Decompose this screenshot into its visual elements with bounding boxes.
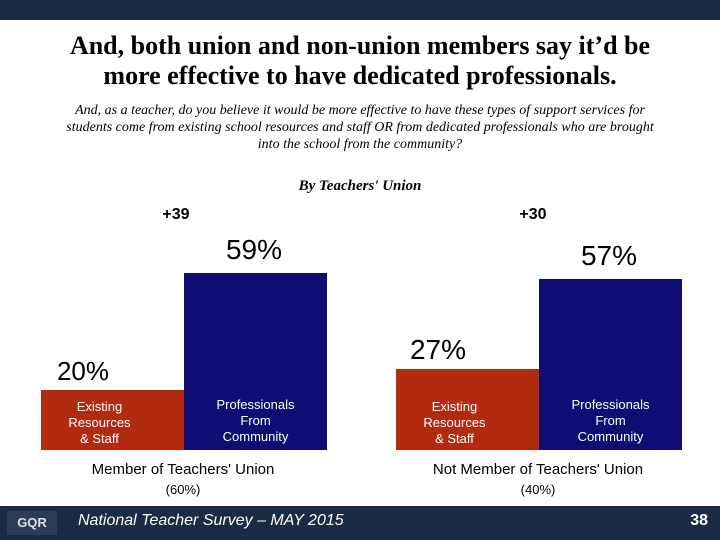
- group-label-2: Not Member of Teachers' Union: [433, 461, 643, 478]
- slide-title: And, both union and non-union members sa…: [0, 31, 720, 91]
- footer-title: National Teacher Survey – MAY 2015: [78, 512, 344, 529]
- bar-text-2-1-2: Resources: [423, 415, 486, 430]
- slide-title-line-1: And, both union and non-union members sa…: [69, 31, 651, 60]
- bar-text-1-2-2: From: [240, 413, 270, 428]
- bar-text-2-2-2: From: [595, 413, 625, 428]
- bar-1-1: [41, 390, 184, 450]
- value-label-2-1: 27%: [410, 334, 466, 365]
- group-share-2: (40%): [521, 482, 556, 497]
- bar-text-2-2-1: Professionals: [571, 397, 650, 412]
- difference-label-1: +39: [162, 206, 189, 223]
- value-label-1-2: 59%: [226, 234, 282, 265]
- difference-label-2: +30: [519, 206, 546, 223]
- value-label-2-2: 57%: [581, 240, 637, 271]
- slide-title-line-2: more effective to have dedicated profess…: [103, 61, 617, 90]
- bar-text-1-1-1: Existing: [77, 399, 123, 414]
- logo-text: GQR: [17, 515, 47, 530]
- survey-question: And, as a teacher, do you believe it wou…: [66, 103, 654, 152]
- company-logo: GQR: [7, 511, 57, 535]
- bar-text-1-1-3: & Staff: [80, 431, 119, 446]
- bar-chart: By Teachers' Union 20%ExistingResources&…: [41, 178, 682, 497]
- bar-text-1-2-3: Community: [223, 429, 289, 444]
- bar-2-2: [539, 279, 682, 450]
- top-banner: [0, 0, 720, 20]
- value-label-1-1: 20%: [57, 356, 109, 386]
- page-number: 38: [690, 512, 708, 529]
- group-share-1: (60%): [166, 482, 201, 497]
- bar-2-1: [396, 369, 539, 450]
- footer-bar: [0, 506, 720, 540]
- bar-text-2-2-3: Community: [578, 429, 644, 444]
- bar-1-2: [184, 273, 327, 450]
- chart-title: By Teachers' Union: [298, 178, 422, 194]
- bar-text-1-2-1: Professionals: [216, 397, 295, 412]
- bar-text-2-1-3: & Staff: [435, 431, 474, 446]
- group-label-1: Member of Teachers' Union: [92, 461, 275, 478]
- bar-text-2-1-1: Existing: [432, 399, 478, 414]
- bar-text-1-1-2: Resources: [68, 415, 131, 430]
